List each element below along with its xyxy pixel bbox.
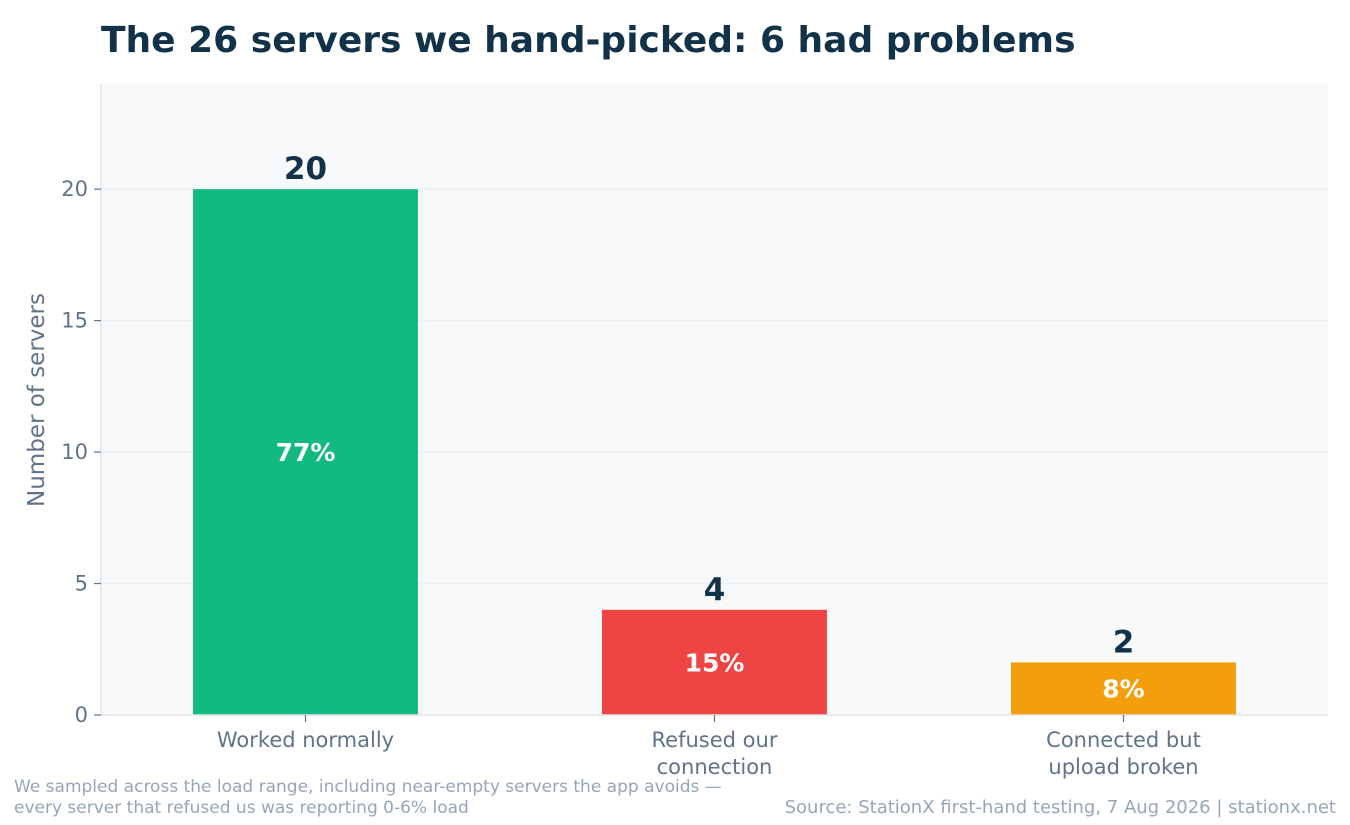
bar xyxy=(1011,662,1236,715)
bar xyxy=(602,609,827,715)
y-tick-label: 0 xyxy=(75,703,88,727)
footnote-line-2: every server that refused us was reporti… xyxy=(14,798,469,818)
bar-value-label: 20 xyxy=(284,151,327,187)
x-tick-label: Connected but xyxy=(1046,728,1201,752)
x-axis-ticks: Worked normally Refused our connection Conn… xyxy=(217,715,1201,779)
y-axis-label: Number of servers xyxy=(24,293,50,507)
x-tick-label: upload broken xyxy=(1048,755,1198,779)
bar xyxy=(193,189,418,715)
bar-percent-label: 77% xyxy=(276,438,336,467)
bar-percent-label: 8% xyxy=(1102,675,1144,704)
x-tick-label: connection xyxy=(657,755,773,779)
bar-percent-label: 15% xyxy=(685,648,745,677)
x-tick-label: Refused our xyxy=(652,728,778,752)
y-tick-label: 15 xyxy=(61,309,88,333)
y-tick-label: 10 xyxy=(61,440,88,464)
bar-value-label: 2 xyxy=(1113,624,1135,660)
bars xyxy=(193,189,1236,715)
source-note: Source: StationX first-hand testing, 7 A… xyxy=(785,797,1336,818)
x-tick-label: Worked normally xyxy=(217,728,394,752)
y-axis-ticks: 0 5 10 15 20 xyxy=(61,177,101,727)
chart-title: The 26 servers we hand-picked: 6 had pro… xyxy=(101,20,1076,61)
footnote-line-1: We sampled across the load range, includ… xyxy=(14,777,722,797)
bar-value-label: 4 xyxy=(704,572,726,608)
y-tick-label: 20 xyxy=(61,177,88,201)
bar-labels: 20 77% 4 15% 2 8% xyxy=(276,151,1145,704)
y-tick-label: 5 xyxy=(75,572,88,596)
